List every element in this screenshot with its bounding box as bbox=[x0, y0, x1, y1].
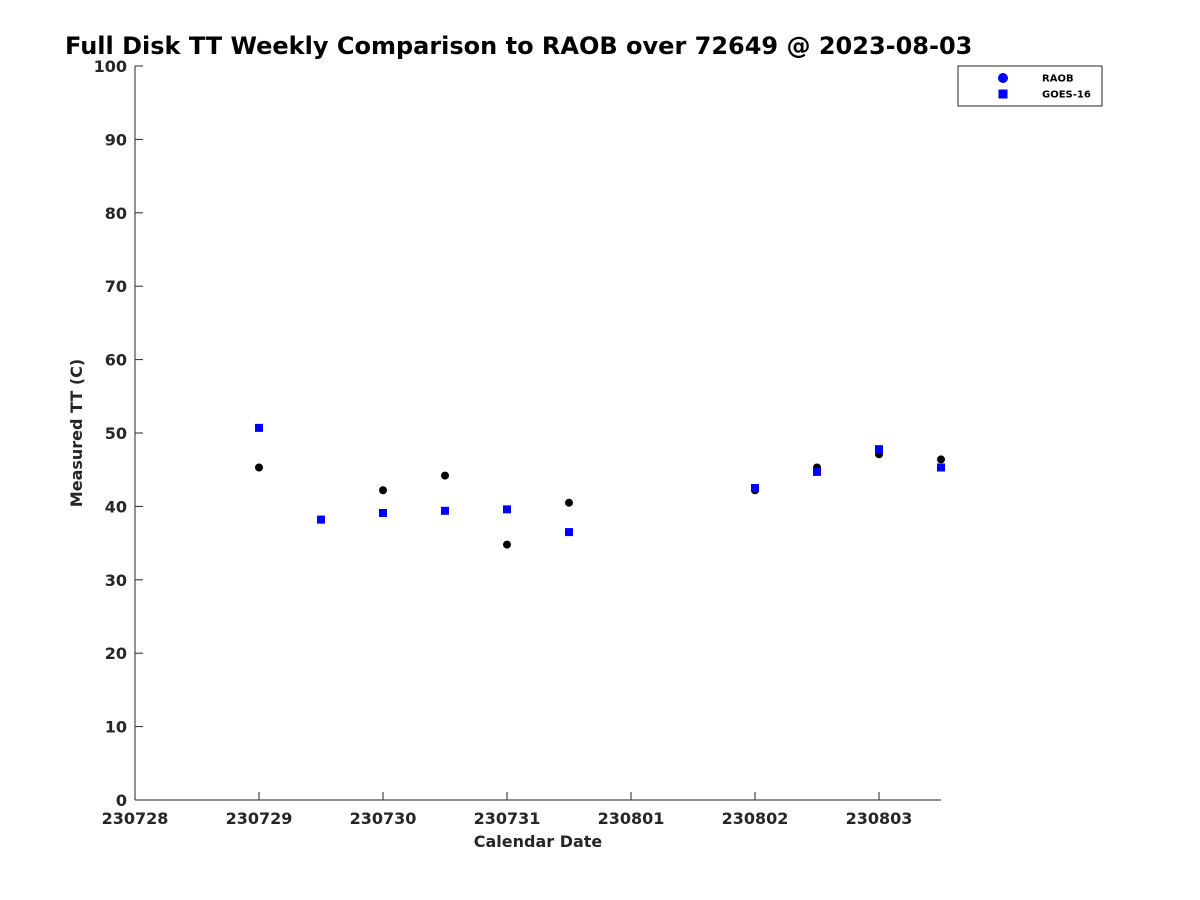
goes-16-point bbox=[937, 463, 945, 472]
y-tick-label: 0 bbox=[116, 791, 127, 810]
goes-16-point bbox=[441, 506, 449, 515]
x-tick-label: 230731 bbox=[474, 809, 541, 828]
goes-16-point bbox=[255, 423, 263, 432]
x-axis-ticks: 230728 230729 230730 230731 230801 230802 2308… bbox=[102, 792, 913, 828]
legend-label: RAOB bbox=[1042, 74, 1074, 85]
x-tick-label: 230729 bbox=[226, 809, 293, 828]
raob-point bbox=[441, 471, 449, 480]
goes-16-point bbox=[317, 515, 325, 524]
y-tick-label: 90 bbox=[105, 130, 127, 149]
x-tick-label: 230801 bbox=[598, 809, 665, 828]
data-points bbox=[255, 423, 945, 549]
legend-circle-marker bbox=[998, 73, 1008, 83]
y-tick-label: 30 bbox=[105, 571, 127, 590]
y-tick-label: 80 bbox=[105, 204, 127, 223]
goes-16-point bbox=[813, 467, 821, 476]
series-goes-16 bbox=[255, 423, 945, 537]
raob-point bbox=[503, 540, 511, 549]
y-tick-label: 70 bbox=[105, 277, 127, 296]
y-tick-label: 10 bbox=[105, 718, 127, 737]
legend: RAOB GOES-16 bbox=[957, 65, 1103, 107]
goes-16-point bbox=[565, 528, 573, 537]
goes-16-point bbox=[751, 484, 759, 493]
series-raob bbox=[255, 450, 945, 549]
x-tick-label: 230728 bbox=[102, 809, 169, 828]
raob-point bbox=[255, 463, 263, 472]
raob-point bbox=[565, 498, 573, 507]
goes-16-point bbox=[379, 509, 387, 518]
y-tick-label: 40 bbox=[105, 497, 127, 516]
x-tick-label: 230803 bbox=[846, 809, 913, 828]
x-axis-label: Calendar Date bbox=[474, 832, 603, 851]
legend-box bbox=[957, 65, 1103, 107]
y-axis-label: Measured TT (C) bbox=[67, 359, 86, 507]
plot-area bbox=[134, 66, 941, 801]
legend-square-marker bbox=[998, 89, 1008, 99]
y-tick-label: 100 bbox=[94, 57, 127, 76]
chart-title: Full Disk TT Weekly Comparison to RAOB o… bbox=[65, 32, 972, 60]
x-tick-label: 230802 bbox=[722, 809, 789, 828]
x-tick-label: 230730 bbox=[350, 809, 417, 828]
y-tick-label: 60 bbox=[105, 351, 127, 370]
y-axis-ticks: 0 10 20 30 40 50 60 70 80 90 100 bbox=[94, 57, 143, 810]
y-tick-label: 50 bbox=[105, 424, 127, 443]
y-tick-label: 20 bbox=[105, 644, 127, 663]
goes-16-point bbox=[503, 505, 511, 514]
goes-16-point bbox=[875, 445, 883, 454]
legend-label: GOES-16 bbox=[1042, 90, 1091, 101]
raob-point bbox=[379, 486, 387, 495]
raob-point bbox=[937, 455, 945, 464]
